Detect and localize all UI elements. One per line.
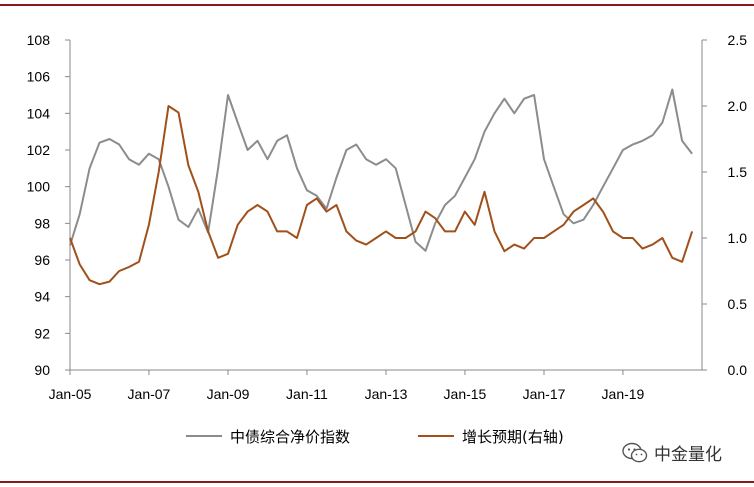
bottom-rule <box>0 481 754 483</box>
y-left-tick-label: 102 <box>27 142 51 158</box>
y-left-tick-label: 106 <box>27 69 51 85</box>
y-left-tick-label: 92 <box>34 325 50 341</box>
x-tick-label: Jan-09 <box>207 386 250 402</box>
ticks-layer: 90 92 94 96 98 100 102 104 106 108 0.0 0.5 1.0 1.5 2.0… <box>27 32 748 402</box>
y-left-tick-label: 90 <box>34 362 50 378</box>
x-tick-label: Jan-19 <box>602 386 645 402</box>
legend: 中债综合净价指数 增长预期(右轴) <box>0 421 754 451</box>
x-tick-label: Jan-13 <box>365 386 408 402</box>
y-left-tick-label: 94 <box>34 289 50 305</box>
watermark-text: 中金量化 <box>654 445 722 465</box>
series-line-growth-expectation <box>69 105 694 286</box>
legend-item-growth-expectation: 增长预期(右轴) <box>418 421 564 451</box>
y-right-tick-label: 0.5 <box>728 296 748 312</box>
x-tick-label: Jan-17 <box>523 386 566 402</box>
watermark: 中金量化 <box>622 440 722 465</box>
y-right-tick-label: 2.0 <box>728 98 748 114</box>
y-right-tick-label: 1.0 <box>728 230 748 246</box>
legend-swatch-growth-expectation <box>418 435 454 437</box>
series-layer <box>69 88 694 286</box>
legend-label-growth-expectation: 增长预期(右轴) <box>462 427 564 446</box>
y-left-tick-label: 100 <box>27 179 51 195</box>
legend-swatch-bond-index <box>186 435 222 437</box>
top-rule <box>0 4 754 6</box>
x-tick-label: Jan-07 <box>128 386 171 402</box>
y-left-tick-label: 104 <box>27 105 51 121</box>
x-tick-label: Jan-15 <box>444 386 487 402</box>
axes-layer <box>69 40 703 371</box>
y-left-tick-label: 108 <box>27 32 51 48</box>
y-left-tick-label: 96 <box>34 252 50 268</box>
y-right-tick-label: 1.5 <box>728 164 748 180</box>
legend-item-bond-index: 中债综合净价指数 <box>186 421 350 451</box>
wechat-icon <box>622 442 648 462</box>
x-tick-label: Jan-05 <box>49 386 92 402</box>
x-tick-label: Jan-11 <box>286 386 328 402</box>
y-left-tick-label: 98 <box>34 215 50 231</box>
y-right-tick-label: 2.5 <box>728 32 748 48</box>
series-line-bond-index <box>69 88 693 252</box>
y-right-tick-label: 0.0 <box>728 362 748 378</box>
legend-label-bond-index: 中债综合净价指数 <box>230 427 351 446</box>
